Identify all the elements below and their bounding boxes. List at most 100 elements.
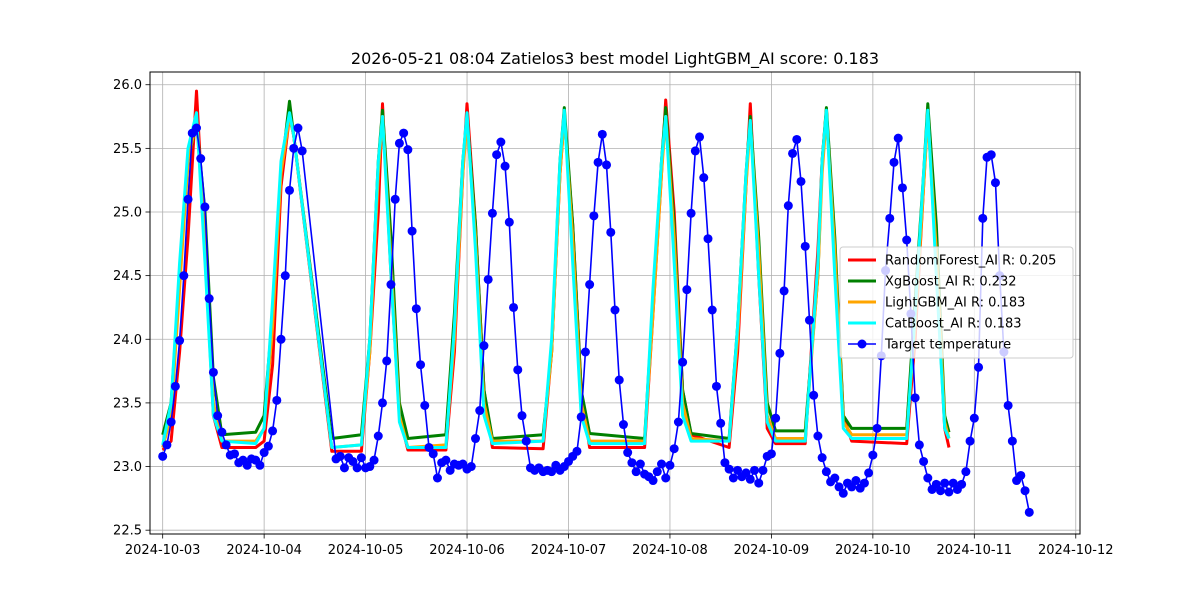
data-point	[775, 348, 785, 358]
data-point	[610, 305, 620, 315]
data-point	[936, 486, 945, 496]
data-point	[230, 449, 240, 459]
data-point	[378, 398, 387, 408]
y-tick-label: 22.5	[113, 524, 142, 539]
data-point	[242, 460, 252, 470]
grid	[150, 72, 1080, 534]
y-tick-label: 25.5	[113, 142, 142, 157]
data-point	[614, 375, 624, 385]
series-3	[161, 108, 951, 449]
data-point	[897, 183, 907, 193]
data-point	[948, 478, 958, 488]
plot-area-frame	[149, 71, 1081, 535]
data-point	[669, 444, 679, 454]
series-4	[158, 123, 1034, 517]
data-point	[838, 488, 848, 498]
data-point	[394, 138, 404, 148]
data-point	[961, 467, 971, 477]
data-point	[509, 302, 519, 312]
data-point	[695, 132, 705, 142]
data-point	[585, 280, 595, 290]
data-point	[428, 449, 438, 459]
data-point	[635, 459, 645, 469]
data-point	[432, 473, 442, 483]
data-point	[974, 362, 984, 372]
data-point	[204, 294, 214, 304]
y-tick-label: 23.5	[113, 396, 142, 411]
y-tick-label: 24.0	[113, 333, 142, 348]
data-point	[707, 305, 717, 315]
data-point	[864, 468, 874, 478]
data-point	[162, 440, 172, 450]
data-point	[783, 201, 793, 211]
data-point	[158, 451, 168, 461]
data-point	[183, 194, 193, 204]
legend-entry: Target temperature	[848, 338, 1011, 353]
data-point	[280, 271, 290, 281]
data-point	[986, 150, 996, 160]
data-point	[914, 440, 924, 450]
data-point	[420, 400, 430, 410]
legend-marker	[857, 339, 867, 349]
data-point	[758, 465, 768, 475]
data-point	[1024, 507, 1034, 517]
data-point	[750, 465, 759, 475]
data-point	[259, 448, 269, 458]
data-point	[859, 478, 869, 488]
data-point	[170, 381, 180, 391]
x-tick-label: 2024-10-05	[328, 543, 404, 558]
data-point	[576, 412, 586, 422]
data-point	[821, 467, 831, 477]
data-point	[965, 436, 975, 446]
data-point	[830, 473, 840, 483]
data-point	[673, 417, 683, 427]
data-point	[217, 427, 227, 437]
data-point	[285, 185, 294, 195]
data-point	[517, 411, 527, 421]
y-tick-label: 23.0	[113, 460, 142, 475]
data-point	[809, 390, 819, 400]
y-axis-ticks: 22.5 23.0 23.5 24.0 24.5 25.0 25.5 26.0	[113, 78, 150, 539]
data-point	[390, 194, 400, 204]
data-point	[289, 143, 299, 153]
legend-box	[839, 246, 1074, 359]
data-point	[618, 420, 628, 430]
data-point	[521, 436, 531, 446]
data-point	[711, 381, 721, 391]
data-point	[990, 178, 1000, 188]
legend-label: Target temperature	[884, 338, 1011, 353]
x-tick-label: 2024-10-06	[429, 543, 505, 558]
data-point	[221, 440, 231, 450]
data-point	[369, 455, 379, 465]
data-point	[623, 448, 633, 458]
data-point	[1016, 470, 1026, 480]
data-point	[957, 479, 967, 489]
data-point	[796, 176, 806, 186]
data-point	[940, 478, 950, 488]
data-point	[648, 476, 658, 486]
data-point	[728, 473, 738, 483]
data-point	[1020, 486, 1030, 496]
data-point	[686, 208, 696, 218]
data-point	[547, 467, 557, 477]
legend-label: CatBoost_AI R: 0.183	[885, 317, 1022, 332]
data-point	[589, 211, 599, 221]
chart-title: 2026-05-21 08:04 Zatielos3 best model Li…	[351, 49, 879, 69]
data-point	[348, 456, 358, 466]
data-point	[356, 453, 366, 463]
legend-label: XgBoost_AI R: 0.232	[885, 275, 1017, 290]
data-point	[411, 304, 421, 314]
data-point	[386, 280, 396, 290]
data-point	[166, 417, 176, 427]
x-tick-label: 2024-10-08	[632, 543, 708, 558]
data-point	[297, 146, 307, 156]
data-point	[513, 365, 523, 375]
data-point	[741, 468, 751, 478]
data-point	[487, 208, 497, 218]
data-point	[978, 213, 988, 223]
legend-label: LightGBM_AI R: 0.183	[885, 296, 1025, 311]
data-point	[263, 441, 273, 451]
data-point	[885, 213, 895, 223]
data-point	[500, 161, 510, 171]
data-point	[910, 393, 920, 403]
